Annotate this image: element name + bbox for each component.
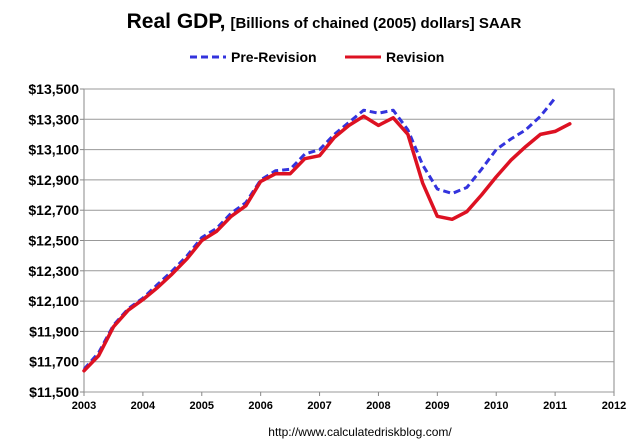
x-tick-label: 2009 — [425, 400, 449, 412]
chart-title-sub: [Billions of chained (2005) dollars] SAA… — [230, 15, 521, 32]
chart-title: Real GDP, [Billions of chained (2005) dol… — [127, 10, 522, 33]
x-tick-label: 2012 — [602, 400, 626, 412]
y-tick-label: $13,500 — [28, 81, 79, 97]
x-tick-label: 2010 — [484, 400, 508, 412]
x-tick-label: 2007 — [307, 400, 331, 412]
series-line-pre-revision — [82, 97, 557, 371]
series-lines — [82, 97, 572, 373]
x-axis-ticks: 2003 2004 2005 2006 2007 2008 2009 2010 2011 2012 — [72, 392, 626, 412]
y-axis-ticks: $11,500 $11,700 $11,900 $12,100 $12,300 $12,5… — [28, 81, 84, 400]
source-url: http://www.calculatedriskblog.com/ — [268, 425, 452, 439]
y-tick-label: $12,100 — [28, 293, 79, 309]
x-tick-label: 2003 — [72, 400, 96, 412]
y-tick-label: $11,700 — [29, 354, 79, 370]
x-tick-label: 2006 — [248, 400, 272, 412]
x-tick-label: 2005 — [190, 400, 214, 412]
y-tick-label: $12,900 — [28, 172, 79, 188]
legend-label-revision: Revision — [386, 49, 444, 65]
legend-label-pre-revision: Pre-Revision — [231, 49, 317, 65]
x-tick-label: 2004 — [131, 400, 156, 412]
y-tick-label: $12,500 — [28, 233, 79, 249]
y-tick-label: $12,300 — [28, 263, 79, 279]
x-tick-label: 2008 — [366, 400, 390, 412]
legend: Pre-Revision Revision — [190, 49, 444, 65]
chart-title-main: Real GDP, — [127, 10, 226, 33]
y-tick-label: $12,700 — [28, 202, 79, 218]
y-tick-label: $11,900 — [29, 323, 79, 339]
series-line-revision — [82, 114, 572, 373]
y-tick-label: $13,300 — [28, 111, 79, 127]
x-tick-label: 2011 — [543, 400, 567, 412]
y-tick-label: $13,100 — [28, 142, 79, 158]
y-tick-label: $11,500 — [29, 384, 79, 400]
